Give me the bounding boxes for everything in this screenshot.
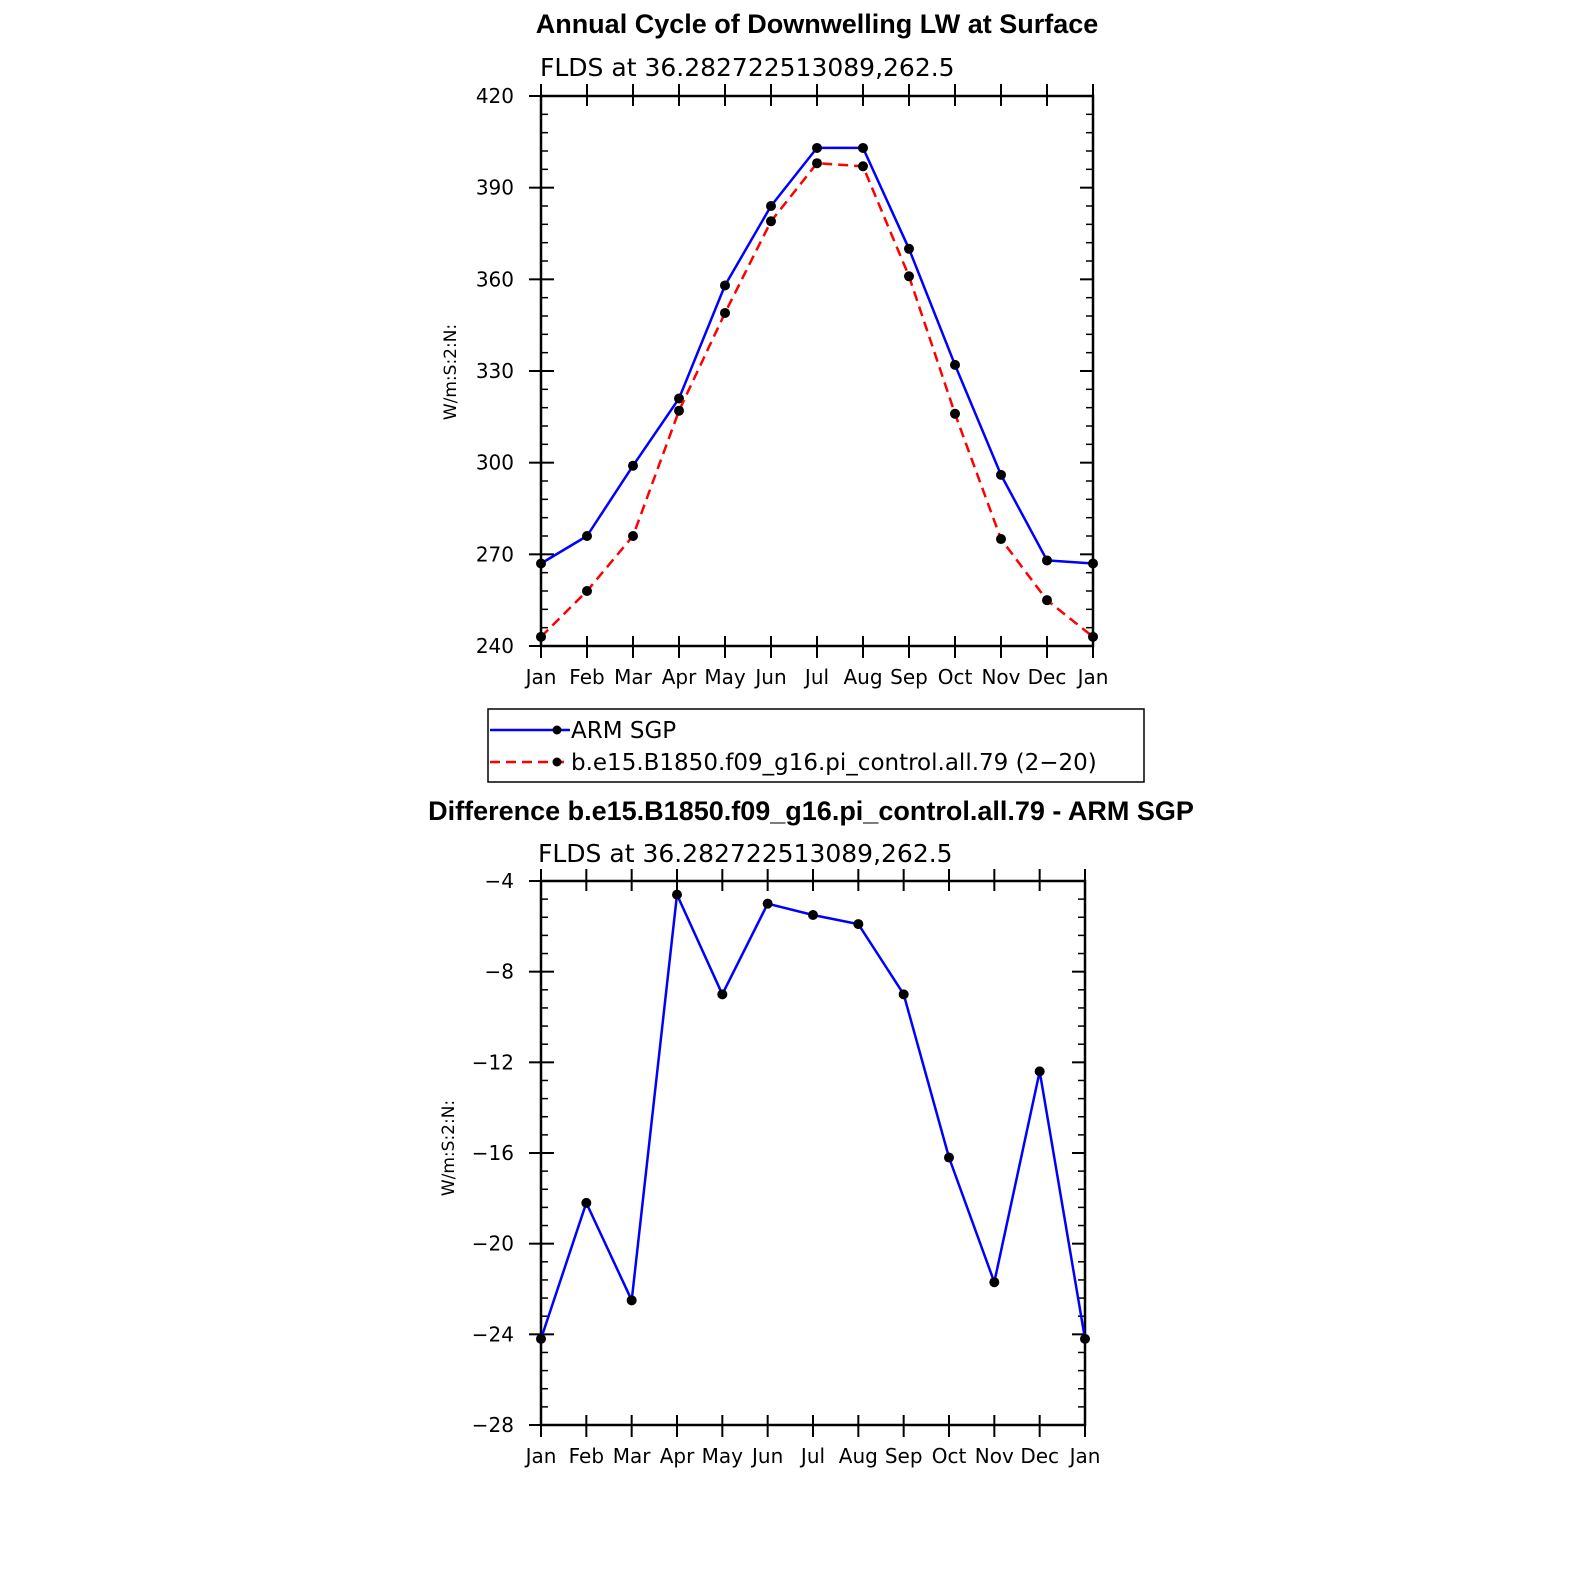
x-tick-label: Sep (885, 1444, 923, 1468)
x-tick-label: Apr (660, 1444, 695, 1468)
x-tick-label: Sep (890, 665, 928, 689)
legend-label-arm-sgp: ARM SGP (571, 718, 676, 744)
data-point-0 (717, 989, 728, 1000)
data-point-0 (808, 910, 818, 920)
data-point-0 (536, 558, 546, 569)
x-tick-label: Mar (614, 665, 653, 689)
data-point-0 (853, 919, 864, 930)
x-tick-label: Aug (839, 1444, 878, 1468)
data-point-0 (1034, 1066, 1045, 1077)
y-axis-label: W/m:S:2:N: (441, 324, 461, 420)
data-point-0 (904, 243, 914, 254)
data-point-0 (762, 898, 773, 909)
legend: ARM SGP b.e15.B1850.f09_g16.pi_control.a… (487, 708, 1145, 783)
data-point-0 (996, 469, 1006, 480)
x-tick-label: Aug (843, 665, 882, 689)
data-point-0 (898, 989, 909, 1000)
x-tick-label: Jan (1068, 1444, 1101, 1468)
y-tick-label: −12 (472, 1050, 514, 1074)
chart-title: Difference b.e15.B1850.f09_g16.pi_contro… (428, 796, 1194, 826)
x-tick-label: Feb (569, 1444, 604, 1468)
chart-subtitle: FLDS at 36.282722513089,262.5 (540, 53, 955, 82)
data-point-0 (536, 1333, 546, 1344)
x-tick-label: Jan (524, 1444, 557, 1468)
x-tick-label: May (702, 1444, 744, 1468)
y-tick-label: 270 (476, 542, 514, 566)
x-tick-label: Nov (975, 1444, 1014, 1468)
data-point-1 (674, 405, 684, 416)
data-point-1 (628, 531, 638, 541)
y-tick-label: −8 (485, 960, 514, 984)
series-line-0 (540, 146, 1094, 565)
data-point-1 (858, 161, 868, 172)
data-point-0 (626, 1295, 637, 1306)
data-point-0 (674, 393, 684, 404)
data-point-0 (1080, 1333, 1090, 1344)
x-tick-label: Jun (750, 1444, 783, 1468)
y-tick-label: 300 (476, 451, 514, 475)
y-axis-label: W/m:S:2:N: (439, 1100, 459, 1196)
x-tick-label: Dec (1028, 665, 1067, 689)
x-tick-label: Jan (1076, 665, 1109, 689)
data-point-1 (812, 158, 822, 169)
data-point-1 (996, 534, 1006, 545)
chart-subtitle: FLDS at 36.282722513089,262.5 (538, 839, 953, 868)
x-tick-label: May (704, 665, 746, 689)
data-point-0 (858, 142, 868, 153)
x-tick-label: Jun (753, 665, 786, 689)
difference-chart: Difference b.e15.B1850.f09_g16.pi_contro… (428, 796, 1194, 1468)
y-tick-label: −24 (472, 1322, 514, 1346)
data-point-1 (904, 271, 914, 282)
x-tick-label: Mar (613, 1444, 652, 1468)
y-tick-label: 240 (476, 634, 514, 658)
data-point-1 (582, 586, 592, 596)
data-point-1 (720, 307, 730, 318)
legend-marker-arm-sgp (552, 725, 562, 735)
data-point-1 (950, 408, 960, 419)
x-tick-label: Dec (1020, 1444, 1059, 1468)
x-tick-label: Jul (803, 665, 829, 689)
x-tick-label: Oct (932, 1444, 967, 1468)
plot-frame (539, 94, 1095, 648)
data-point-0 (582, 531, 592, 541)
y-tick-label: 360 (476, 267, 514, 291)
x-tick-label: Apr (662, 665, 697, 689)
chart-title: Annual Cycle of Downwelling LW at Surfac… (536, 9, 1099, 39)
legend-marker-model (552, 757, 562, 767)
series-line-1 (540, 161, 1094, 638)
data-point-0 (944, 1152, 954, 1163)
data-point-1 (1042, 595, 1052, 606)
data-point-0 (720, 280, 730, 291)
y-tick-label: −16 (472, 1141, 514, 1165)
data-point-1 (766, 216, 776, 227)
x-tick-label: Feb (569, 665, 604, 689)
data-point-0 (989, 1277, 1000, 1288)
y-tick-label: −20 (472, 1232, 514, 1256)
x-tick-label: Jan (524, 665, 557, 689)
plot-frame (539, 879, 1087, 1427)
series-line-0 (539, 893, 1087, 1340)
data-point-0 (1088, 558, 1098, 569)
legend-label-model: b.e15.B1850.f09_g16.pi_control.all.79 (2… (571, 750, 1097, 776)
data-point-0 (672, 889, 682, 900)
data-point-0 (950, 359, 960, 370)
data-point-0 (628, 460, 638, 471)
x-tick-label: Jul (799, 1444, 825, 1468)
data-point-1 (1088, 631, 1098, 642)
legend-box (487, 708, 1145, 783)
data-point-0 (766, 201, 776, 211)
y-tick-label: 330 (476, 359, 514, 383)
x-tick-label: Oct (938, 665, 973, 689)
data-point-0 (812, 142, 822, 153)
y-tick-label: −4 (485, 869, 514, 893)
data-point-1 (536, 631, 546, 642)
data-point-0 (1042, 555, 1052, 566)
y-tick-label: 420 (476, 84, 514, 108)
y-tick-label: −28 (472, 1413, 514, 1437)
x-tick-label: Nov (981, 665, 1020, 689)
annual-cycle-chart: Annual Cycle of Downwelling LW at Surfac… (441, 9, 1108, 689)
y-tick-label: 390 (476, 176, 514, 200)
data-point-0 (581, 1197, 592, 1208)
